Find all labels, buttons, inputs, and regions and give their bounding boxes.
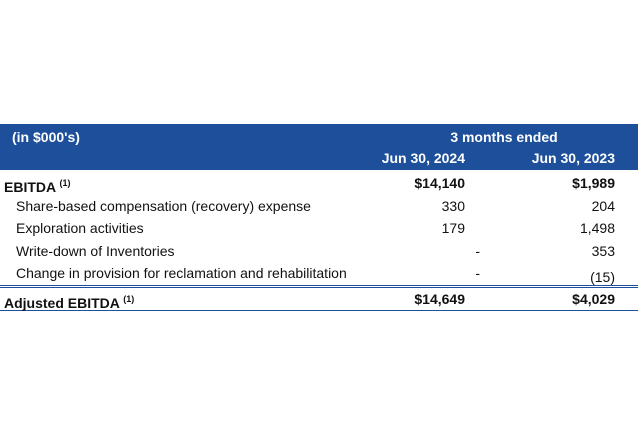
value-2024: 330 <box>441 197 465 214</box>
table-row: Exploration activities 179 1,498 <box>0 217 638 240</box>
row-label: Change in provision for reclamation and … <box>16 265 347 281</box>
table-row-ebitda: EBITDA (1) $14,140 $1,989 <box>0 172 638 195</box>
table-row: Share-based compensation (recovery) expe… <box>0 195 638 218</box>
row-label: EBITDA <box>4 179 56 195</box>
adjusted-ebitda-table: (in $000's) 3 months ended Jun 30, 2024 … <box>0 124 638 311</box>
row-label: Write-down of Inventories <box>16 242 175 259</box>
value-2023: (15) <box>590 269 615 285</box>
table-row-adjusted-ebitda: Adjusted EBITDA (1) $14,649 $4,029 <box>0 288 638 311</box>
row-label: Exploration activities <box>16 220 144 236</box>
value-2023: $4,029 <box>572 290 615 307</box>
footnote-ref: (1) <box>59 178 71 188</box>
unit-label: (in $000's) <box>12 129 80 145</box>
period-label: 3 months ended <box>450 129 558 145</box>
value-2023: 204 <box>591 197 615 214</box>
value-2023: 353 <box>591 242 615 259</box>
value-2024: $14,649 <box>414 290 465 307</box>
column-header-2023: Jun 30, 2023 <box>531 150 615 166</box>
footnote-ref: (1) <box>123 293 135 304</box>
table-header: (in $000's) 3 months ended Jun 30, 2024 … <box>0 124 638 170</box>
value-2024: $14,140 <box>414 175 465 191</box>
value-2023: $1,989 <box>572 175 615 191</box>
value-2024: - <box>475 265 480 281</box>
table-row: Change in provision for reclamation and … <box>0 262 638 285</box>
row-label: Share-based compensation (recovery) expe… <box>16 197 311 214</box>
total-divider <box>0 284 638 288</box>
value-2024: - <box>475 242 480 259</box>
value-2023: 1,498 <box>579 220 615 236</box>
row-label: Adjusted EBITDA <box>4 294 120 311</box>
value-2024: 179 <box>441 220 465 236</box>
table-row: Write-down of Inventories - 353 <box>0 240 638 263</box>
bottom-divider <box>0 310 638 311</box>
column-header-2024: Jun 30, 2024 <box>381 150 465 166</box>
